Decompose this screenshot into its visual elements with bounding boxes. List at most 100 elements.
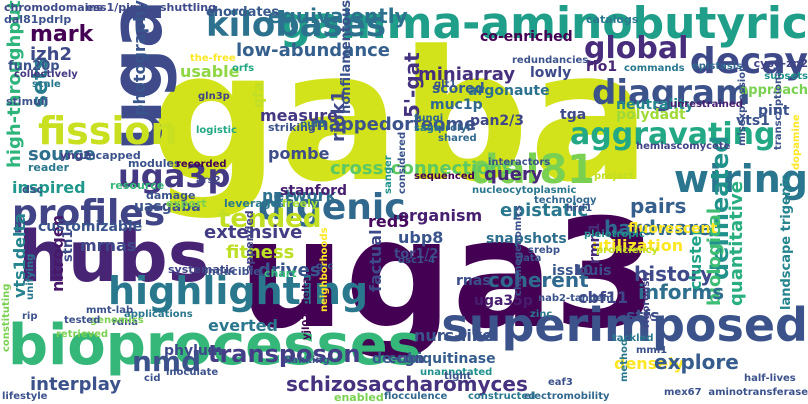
word-gaba: gaba [150, 13, 651, 222]
word-applications: applications [124, 309, 193, 320]
word-orfs: orfs [232, 63, 255, 74]
word-dsc: dsc [22, 183, 43, 196]
word-half-lives: half-lives [744, 373, 796, 384]
word-zinc: zinc [530, 309, 553, 320]
word-gamma-aminobutyric: gamma-aminobutyric [279, 0, 808, 49]
word-tested: tested [64, 315, 101, 326]
word-inducible: inducible [204, 265, 261, 278]
word-ubp8: ubp8 [398, 228, 444, 247]
word-photography: photography [130, 0, 149, 116]
word-fitness: fitness [226, 242, 295, 263]
word-hardware: hardware [604, 216, 712, 240]
word-lowly: lowly [530, 65, 572, 81]
word-polydadt: polydadt [616, 107, 686, 123]
word-pombe: pombe [268, 144, 330, 163]
word-genomics: genomics [90, 315, 144, 326]
word-unifying: unifying [25, 253, 36, 300]
word-iss10: iss10 [552, 263, 593, 279]
word-digenic: digenic [258, 187, 406, 228]
word-enabled: enabled [334, 391, 384, 404]
word-shuttling: shuttling [160, 1, 216, 14]
word-tor12: tor1/2 [394, 247, 439, 262]
word-ycl070delta: yjl070delta [301, 276, 312, 340]
word-measure: measure [260, 106, 338, 125]
word-argonaute: argonaute [468, 83, 550, 99]
word-tight: tight [444, 371, 472, 382]
word-extensive: extensive [204, 222, 303, 243]
word-commands: commands [624, 63, 685, 74]
word-uga35p: uga35p [474, 293, 533, 309]
word-interplay: interplay [30, 374, 122, 395]
word-stfs: stfs [626, 306, 660, 325]
word-transposon: transposon [208, 340, 361, 368]
word-fun20p: fun20p [8, 59, 60, 74]
word-nucleocytoplasmic: nucleocytoplasmic [472, 185, 577, 196]
word-nab2-tandem: nab2-tandem [538, 293, 614, 304]
word-rnas: rnas [456, 273, 491, 289]
word-landscape-trigenic: landscape trigenic [779, 174, 794, 310]
word-transcriptional: transcriptional [773, 66, 784, 150]
word-scale: scale [32, 79, 61, 90]
word-neutrality: neutrality [616, 97, 694, 113]
word-the-free: the-free [190, 53, 236, 64]
word-puf5: puf5 [300, 119, 326, 130]
word-gata: gata [516, 253, 542, 264]
word-co-enriched: co-enriched [480, 29, 573, 45]
word-chart: chart [264, 267, 297, 280]
word-mex67: mex67 [664, 387, 702, 398]
word-striking: striking [268, 121, 316, 134]
word-catalogs: catalogs [586, 13, 639, 26]
word-damage: damage [146, 189, 196, 202]
word-customizable: customizable [38, 219, 143, 235]
word-gln3p: gln3p [198, 91, 230, 102]
word-modules: modules [128, 157, 181, 170]
word-cys6-zn2: cys6-zn2 [753, 57, 808, 70]
word-project: project [594, 171, 634, 182]
word-fungi: fungi [414, 113, 444, 124]
word-de-ubiquitinase: de-ubiquitinase [372, 351, 496, 367]
word-leverages: leverages [224, 197, 285, 210]
word-method: method [619, 338, 630, 382]
word-systematic: systematic [168, 263, 236, 276]
word-cbf11: cbf11 [578, 288, 629, 307]
word-mrnas: mrnas [80, 236, 137, 255]
word-uasgaba: uasgaba [134, 199, 201, 215]
word-uncapped: uncapped [80, 149, 141, 162]
word-sm: stn1 [61, 229, 76, 262]
word-epistatic: epistatic [500, 200, 589, 221]
word-interactors: interactors [488, 157, 551, 168]
word-ccgn: ccgn [388, 351, 425, 367]
word-stanford: stanford [280, 183, 348, 199]
word-hubs: hubs [18, 216, 210, 298]
word-chemogenomics: chemogenomics [513, 205, 524, 296]
word-quantitative: quantitative [726, 181, 747, 306]
word-vts1: vts1 [736, 113, 770, 129]
word-highlighting: highlighting [108, 269, 369, 313]
word-bioprocesses: bioprocesses [8, 313, 422, 378]
word-pint: pint [758, 103, 790, 119]
word-constituting: constituting [1, 283, 12, 352]
word-profiles: profiles [12, 193, 166, 234]
word-usable: usable [180, 62, 240, 81]
word-yng2: yng2 [60, 149, 91, 162]
word-chromodomains: chromodomains [4, 1, 103, 14]
word-chordates: chordates [206, 5, 280, 20]
word-kilobases: kilobases [206, 5, 387, 45]
word-superimposed: superimposed [441, 298, 808, 352]
word-qfa: qfa [251, 82, 267, 108]
word-red5: red5 [368, 212, 410, 231]
word-stimuli: stimuli [6, 95, 49, 108]
word-factual: factual [366, 229, 385, 292]
word-ess1pin1: ess1/pin1 [86, 1, 146, 14]
word-unannotated: unannotated [420, 367, 493, 378]
word-pan23: pan2/3 [470, 113, 525, 129]
word-diagram: diagram [592, 73, 751, 113]
word-shared: shared [438, 133, 477, 144]
word-retrieved: retrieved [56, 329, 109, 340]
word-snapshots: snapshots [486, 231, 567, 247]
word-muc1p: muc1p [430, 97, 483, 113]
word-phylum: phylum [164, 343, 223, 359]
word-drives: drives [258, 260, 321, 281]
word-scored: scored [432, 81, 485, 97]
